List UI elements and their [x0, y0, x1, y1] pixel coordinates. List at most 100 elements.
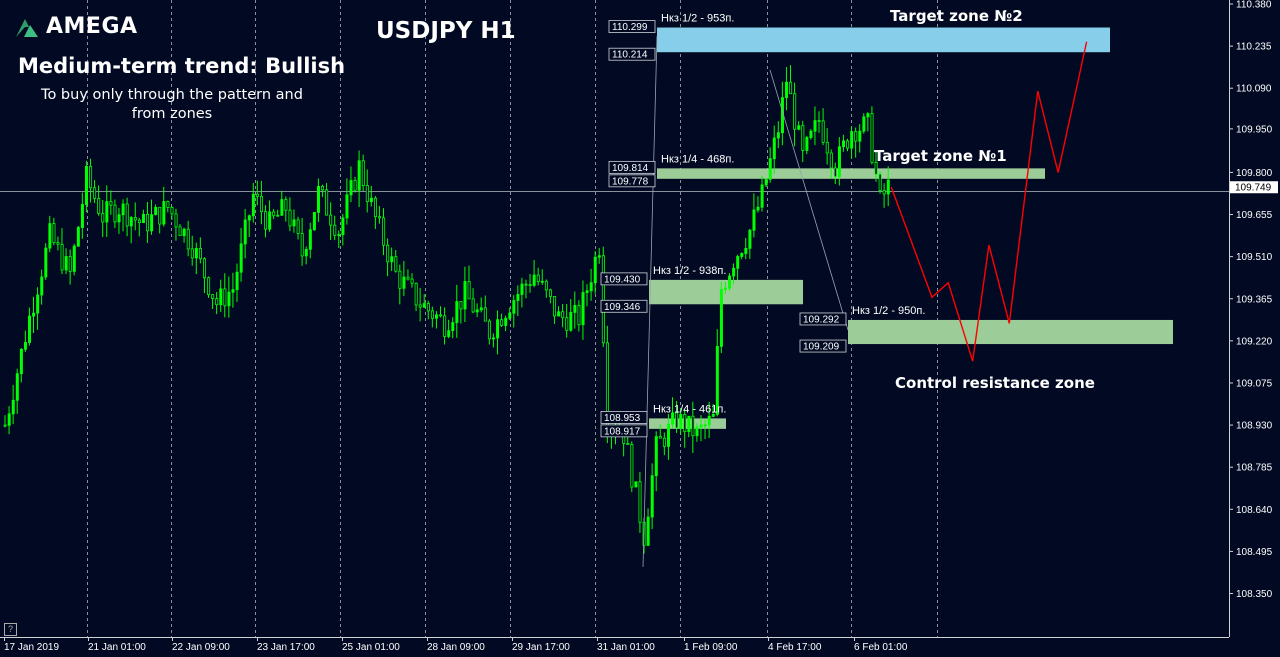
zone-connector: [769, 69, 849, 331]
candle-body: [255, 193, 259, 197]
candle-body: [540, 280, 544, 283]
candle-body: [394, 256, 398, 272]
current-price-label: 109.749: [1235, 183, 1272, 194]
candle-body: [260, 195, 264, 213]
forecast-path: [890, 41, 1088, 362]
candle-body: [878, 173, 882, 191]
candle-body: [829, 152, 833, 169]
candle-body: [565, 317, 569, 331]
help-corner-button[interactable]: ?: [4, 623, 17, 636]
candle-body: [447, 330, 451, 337]
candle-body: [764, 179, 768, 186]
candle-body: [219, 288, 223, 306]
price-tick-label: 108.785: [1236, 463, 1273, 474]
candle-body: [581, 292, 585, 326]
candle-body: [756, 206, 760, 211]
candle-body: [821, 120, 825, 143]
candle-body: [846, 140, 850, 149]
zone-price-box: [600, 272, 648, 286]
candle-body: [129, 217, 133, 227]
candle-body: [109, 201, 113, 206]
candle-body: [357, 160, 361, 191]
candle-body: [626, 442, 630, 445]
candle-body: [378, 216, 382, 219]
price-axis[interactable]: 110.380 110.235 110.090 109.950 109.800 109.6…: [1229, 0, 1278, 600]
candle-body: [854, 131, 858, 142]
candle-body: [170, 207, 174, 215]
time-tick-label: 6 Feb 01:00: [854, 642, 908, 653]
candle-body: [174, 213, 178, 228]
zone-price-box: [608, 174, 656, 188]
price-tick-label: 109.950: [1236, 124, 1273, 135]
candle-body: [430, 310, 434, 319]
candle-body: [97, 198, 101, 214]
price-zone: [848, 319, 1173, 345]
trade-note: To buy only through the pattern and from…: [22, 86, 322, 124]
candle-body: [695, 426, 699, 437]
control-resistance-zone-label: Control resistance zone: [895, 374, 1095, 392]
candle-body: [418, 304, 422, 308]
price-tick-label: 108.640: [1236, 505, 1273, 516]
candle-body: [133, 217, 137, 221]
candle-body: [64, 256, 68, 271]
time-gridlines: [87, 0, 938, 637]
candle-body: [500, 319, 504, 326]
candle-body: [801, 125, 805, 151]
candle-body: [137, 219, 141, 224]
candle-body: [276, 214, 280, 217]
candle-body: [158, 206, 162, 225]
candle-body: [422, 303, 426, 308]
candle-body: [85, 165, 89, 205]
candle-body: [793, 93, 797, 130]
zone-price-box: [608, 160, 656, 174]
candle-body: [125, 203, 129, 227]
candle-body: [146, 213, 150, 232]
price-tick-label: 108.930: [1236, 421, 1273, 432]
zone-price-label: 108.953: [604, 413, 641, 424]
zone-label: Нкз 1/2 - 938п.: [653, 265, 726, 277]
candle-body: [178, 226, 182, 237]
candle-body: [667, 423, 671, 447]
candle-body: [544, 280, 548, 291]
candle-body: [207, 277, 211, 296]
candle-body: [113, 204, 117, 223]
candle-body: [325, 189, 329, 216]
candle-body: [32, 312, 36, 317]
candle-body: [162, 201, 166, 225]
zone-price-box: [600, 299, 648, 313]
amega-logo-icon: [16, 18, 38, 37]
candle-body: [369, 197, 373, 203]
candle-body: [512, 300, 516, 314]
candle-body: [699, 424, 703, 428]
time-axis[interactable]: 17 Jan 2019 21 Jan 01:00 22 Jan 09:00 23 Ja…: [4, 637, 908, 653]
candle-body: [573, 305, 577, 313]
price-tick-label: 108.350: [1236, 589, 1273, 600]
candle-body: [874, 162, 878, 175]
candle-body: [451, 322, 455, 332]
candle-body: [687, 415, 691, 433]
candle-body: [312, 212, 316, 231]
time-tick-label: 23 Jan 17:00: [257, 642, 315, 653]
candle-body: [223, 288, 227, 307]
candle-body: [373, 197, 377, 218]
candle-body: [76, 227, 80, 247]
zone-price-label: 109.209: [803, 342, 840, 353]
candle-body: [662, 437, 666, 447]
candle-body: [496, 319, 500, 339]
price-tick-label: 110.090: [1236, 84, 1272, 95]
candle-body: [44, 247, 48, 278]
candle-body: [198, 248, 202, 260]
candle-body: [300, 233, 304, 257]
candle-body: [719, 288, 723, 347]
candle-body: [707, 415, 711, 426]
candle-body: [349, 180, 353, 196]
candle-body: [68, 256, 72, 272]
candle-body: [858, 130, 862, 142]
zone-label: Нкз 1/2 - 950п.: [852, 305, 925, 317]
candle-body: [789, 81, 793, 95]
candle-body: [101, 213, 105, 223]
candle-body: [194, 248, 198, 259]
candle-body: [703, 424, 707, 427]
candle-body: [353, 180, 357, 191]
